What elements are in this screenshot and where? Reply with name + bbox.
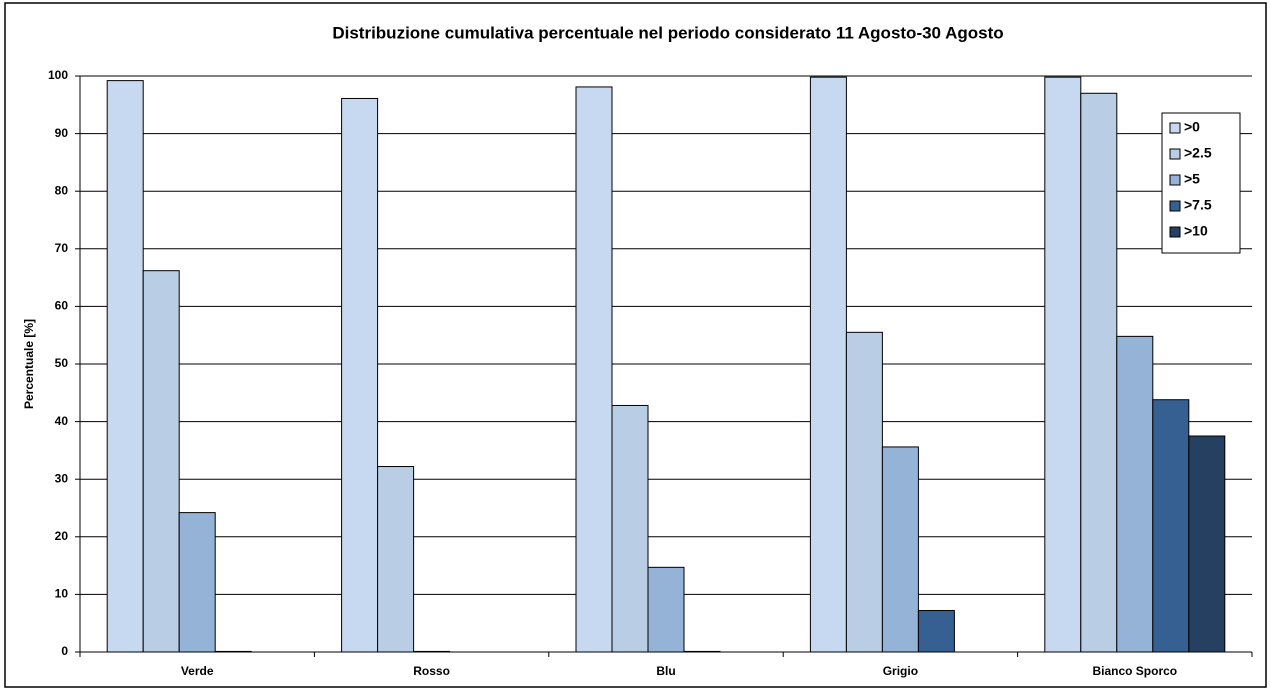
legend-swatch xyxy=(1169,200,1181,212)
x-tick-label: Grigio xyxy=(883,664,918,678)
bar xyxy=(1152,399,1190,653)
y-tick-label: 80 xyxy=(55,183,69,197)
legend-label: >10 xyxy=(1184,223,1208,239)
bar xyxy=(845,331,883,653)
bar xyxy=(178,512,216,653)
bar xyxy=(1080,92,1118,653)
legend-label: >0 xyxy=(1184,119,1200,135)
x-tick-label: Rosso xyxy=(413,664,450,678)
y-tick-label: 100 xyxy=(48,68,68,82)
bar xyxy=(809,76,847,653)
bar xyxy=(683,650,721,653)
x-tick-label: Verde xyxy=(181,664,214,678)
bar xyxy=(647,566,685,653)
y-tick-label: 50 xyxy=(55,356,69,370)
bar xyxy=(1044,76,1082,653)
bar xyxy=(214,650,252,653)
legend-swatch xyxy=(1169,174,1181,186)
bar xyxy=(1188,435,1226,653)
y-tick-label: 20 xyxy=(55,529,69,543)
y-tick-label: 70 xyxy=(55,241,69,255)
legend-label: >5 xyxy=(1184,171,1200,187)
y-axis-label: Percentuale [%] xyxy=(22,319,36,409)
x-tick-label: Blu xyxy=(656,664,675,678)
y-tick-label: 90 xyxy=(55,126,69,140)
bar xyxy=(881,446,919,653)
bar xyxy=(142,270,180,653)
y-tick-label: 0 xyxy=(61,644,68,658)
chart-title: Distribuzione cumulativa percentuale nel… xyxy=(332,23,1003,42)
bar xyxy=(917,610,955,653)
bar xyxy=(413,650,451,653)
bar xyxy=(611,404,649,653)
legend-swatch xyxy=(1169,122,1181,134)
legend-swatch xyxy=(1169,226,1181,238)
y-tick-label: 60 xyxy=(55,299,69,313)
legend-label: >7.5 xyxy=(1184,197,1212,213)
y-tick-label: 40 xyxy=(55,414,69,428)
legend-swatch xyxy=(1169,148,1181,160)
legend-label: >2.5 xyxy=(1184,145,1212,161)
bar xyxy=(377,466,415,653)
bar xyxy=(106,80,144,653)
y-tick-label: 30 xyxy=(55,471,69,485)
bar xyxy=(575,86,613,653)
y-tick-label: 10 xyxy=(55,587,69,601)
x-tick-label: Bianco Sporco xyxy=(1092,664,1177,678)
bar xyxy=(1116,335,1154,653)
bar xyxy=(341,97,379,653)
